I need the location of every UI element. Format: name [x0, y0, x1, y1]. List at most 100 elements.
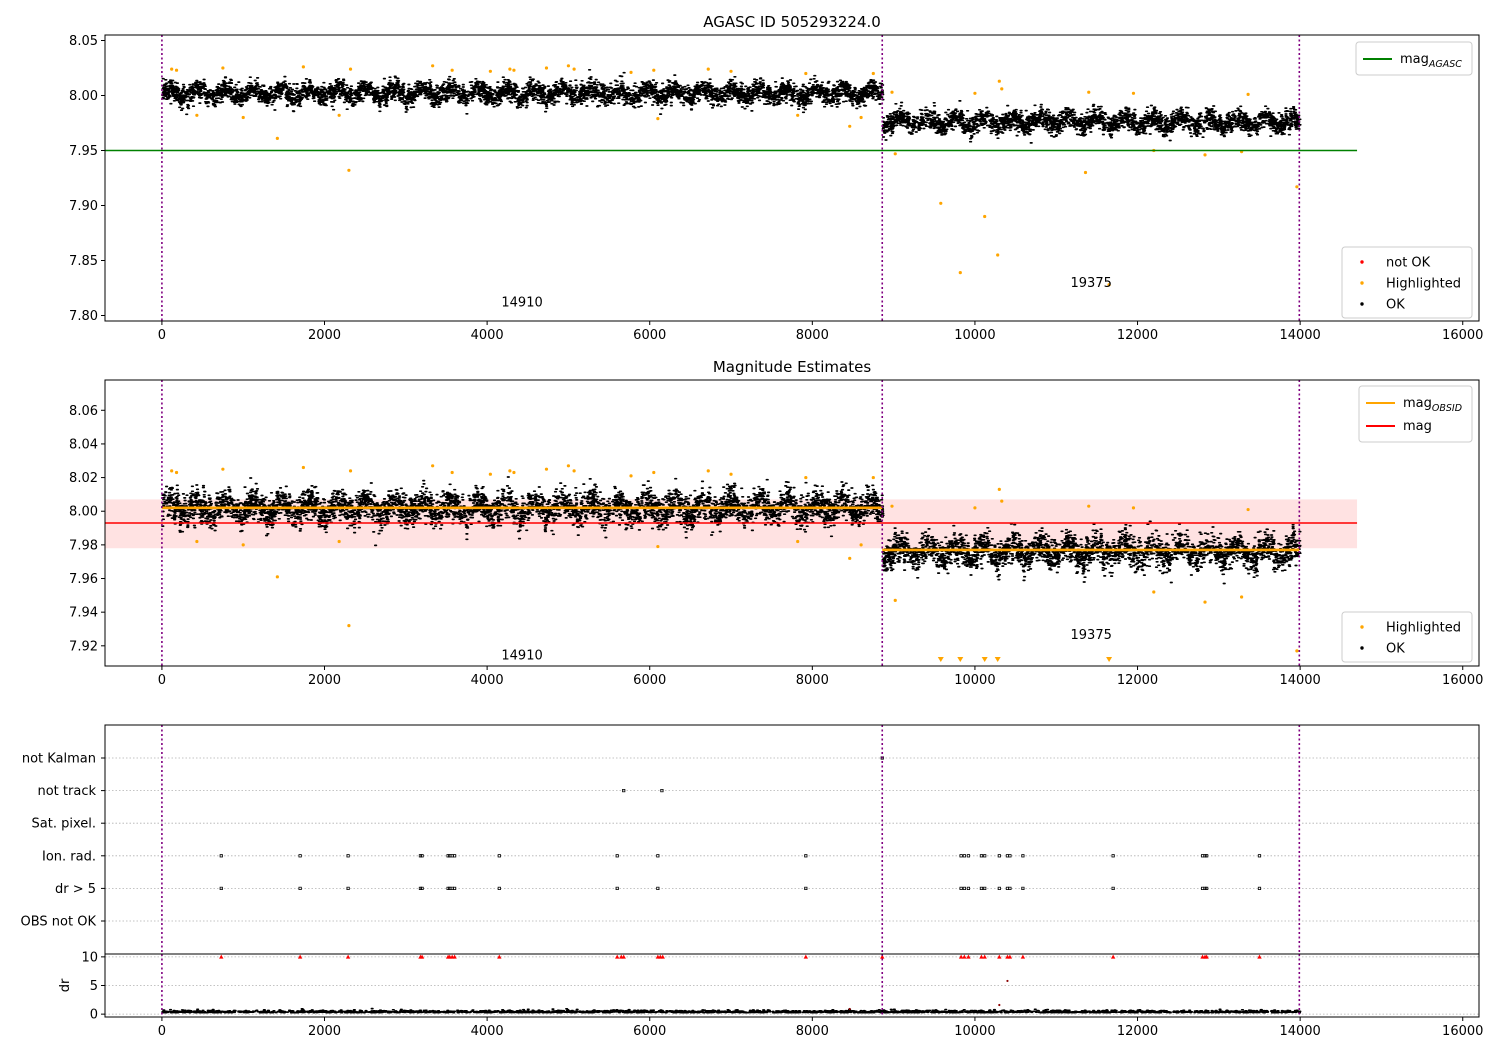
dr-clipped-marker	[621, 954, 626, 959]
highlighted-point	[348, 67, 353, 71]
highlighted-point	[706, 67, 710, 71]
highlighted-point	[301, 465, 305, 470]
x-tick-label: 12000	[1117, 673, 1158, 688]
x-tick-label: 10000	[954, 673, 995, 688]
highlighted-point	[221, 467, 225, 471]
flag-point	[446, 854, 450, 858]
highlighted-point	[221, 66, 225, 70]
y-tick-label: 8.04	[69, 437, 98, 452]
dr-clipped-marker	[452, 954, 457, 959]
dr-clipped-marker	[982, 954, 987, 959]
dr-clipped-marker	[419, 954, 425, 959]
flag-point	[622, 789, 626, 793]
highlighted-point	[572, 469, 576, 473]
flag-point	[997, 886, 1001, 891]
y-tick-label: 7.85	[69, 254, 98, 269]
flag-point	[615, 854, 619, 858]
obsid-annotation: 14910	[501, 648, 542, 663]
highlighted-point	[1107, 283, 1111, 287]
highlighted-point	[958, 271, 962, 275]
dr-clipped-marker	[966, 954, 971, 959]
flag-point	[962, 886, 966, 891]
flag-point	[966, 886, 971, 891]
flag-point	[660, 789, 664, 793]
flag-point	[497, 854, 501, 858]
legend-entry: Highlighted	[1386, 277, 1461, 292]
highlighted-point	[1131, 506, 1136, 510]
flag-point	[1021, 886, 1025, 891]
y-tick-label: 7.96	[69, 572, 98, 587]
y-tick-label: 8.06	[69, 404, 98, 419]
flag-point	[452, 854, 457, 858]
highlighted-point	[871, 475, 875, 480]
flag-category-label: not Kalman	[22, 752, 96, 767]
y-tick-label: 0	[90, 1008, 98, 1023]
y-tick-label: 7.95	[69, 144, 98, 159]
highlighted-point	[337, 113, 341, 117]
highlighted-point	[241, 543, 245, 547]
highlighted-point	[566, 464, 571, 468]
highlighted-point	[1152, 590, 1156, 594]
y-tick-label: 7.92	[69, 639, 98, 654]
dr-clipped-marker	[1110, 954, 1116, 959]
highlighted-point	[629, 474, 633, 478]
highlighted-point	[1087, 90, 1091, 94]
flag-point	[1008, 886, 1012, 891]
y-tick-label: 7.80	[69, 309, 98, 324]
dr-clipped-marker	[979, 954, 984, 959]
highlighted-point	[656, 117, 660, 121]
y-tick-label: 5	[90, 979, 98, 994]
flag-point	[997, 854, 1001, 858]
highlighted-point	[170, 67, 174, 71]
flag-point	[420, 854, 424, 858]
highlighted-point	[488, 69, 492, 73]
flag-point	[983, 854, 987, 858]
flag-point	[346, 886, 350, 891]
dr-axis-label: dr	[58, 978, 73, 992]
x-tick-label: 4000	[471, 1024, 504, 1039]
highlighted-point	[652, 470, 656, 475]
x-tick-label: 6000	[633, 673, 666, 688]
highlighted-point	[871, 71, 875, 76]
dr-outlier-point	[848, 1007, 851, 1011]
flag-point	[219, 854, 223, 858]
highlighted-point	[512, 470, 516, 475]
y-tick-label: 8.00	[69, 505, 98, 520]
highlighted-point	[1203, 600, 1207, 604]
highlighted-point	[796, 539, 800, 544]
legend-entry: magAGASC	[1400, 52, 1462, 70]
out-of-range-marker	[994, 657, 1001, 662]
obsid-annotation: 14910	[501, 296, 542, 311]
flag-point	[497, 886, 501, 891]
y-tick-label: 8.02	[69, 471, 98, 486]
dr-clipped-marker	[997, 954, 1002, 959]
x-tick-label: 14000	[1279, 328, 1320, 343]
highlighted-point	[890, 90, 894, 94]
highlighted-point	[431, 64, 435, 68]
flag-point	[615, 886, 619, 891]
flag-point	[452, 886, 457, 891]
highlighted-point	[512, 68, 516, 72]
x-tick-label: 0	[158, 1024, 166, 1039]
legend-subscript: AGASC	[1428, 59, 1462, 70]
x-tick-label: 10000	[954, 328, 995, 343]
x-tick-label: 2000	[308, 328, 341, 343]
x-tick-label: 8000	[796, 328, 829, 343]
x-tick-label: 4000	[471, 328, 504, 343]
flag-point	[1203, 886, 1207, 891]
highlighted-point	[893, 152, 897, 156]
legend-entry: mag	[1403, 419, 1432, 434]
highlighted-point	[544, 66, 549, 70]
flag-point	[346, 854, 350, 858]
dr-clipped-marker	[803, 954, 809, 959]
highlighted-point	[488, 472, 492, 476]
dr-clipped-marker	[1020, 954, 1026, 959]
legend-box	[1341, 611, 1473, 663]
dr-clipped-marker	[297, 954, 303, 959]
x-tick-label: 16000	[1442, 1024, 1483, 1039]
legend-entry: Highlighted	[1386, 621, 1461, 636]
magnitude-estimates-panel: Magnitude Estimates 14910 19375 0 2000 4000 60…	[69, 358, 1483, 688]
y-tick-label: 7.90	[69, 199, 98, 214]
highlighted-point	[996, 253, 1000, 257]
